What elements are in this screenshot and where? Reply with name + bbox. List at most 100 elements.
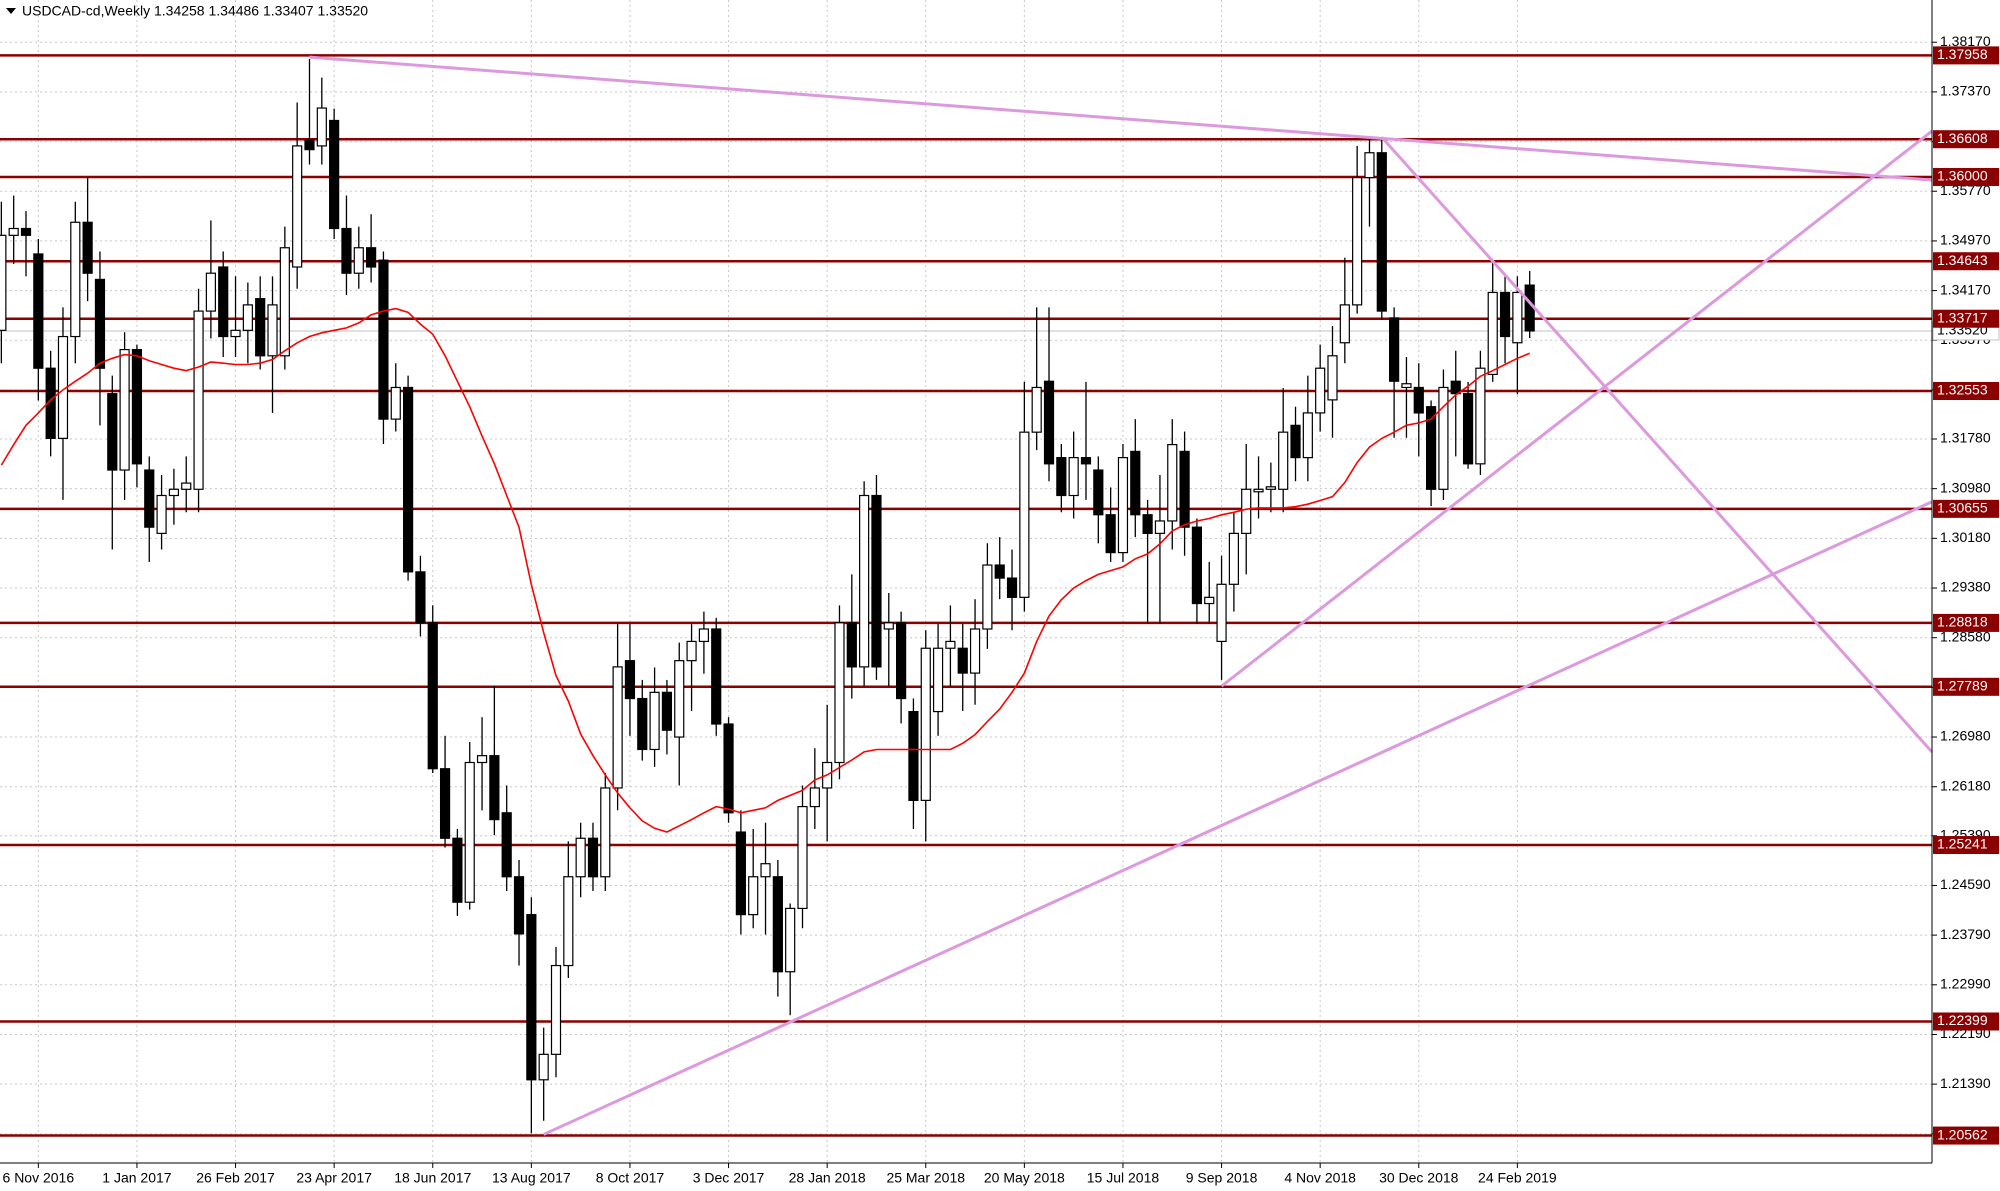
candle-body xyxy=(723,723,734,814)
candle-body xyxy=(156,494,167,534)
candle-body xyxy=(366,247,377,268)
candle xyxy=(1278,388,1289,513)
candle-body xyxy=(982,564,993,630)
candle xyxy=(698,611,710,674)
candle-body xyxy=(230,329,241,338)
candle-body xyxy=(1475,367,1486,465)
trend-line xyxy=(543,500,1933,1136)
candle xyxy=(513,859,525,966)
candle-body xyxy=(1462,393,1474,465)
candle-body xyxy=(70,221,81,338)
level-label: 1.20562 xyxy=(1937,1126,1988,1142)
x-tick-label: 24 Feb 2019 xyxy=(1478,1170,1557,1186)
candle-body xyxy=(1142,514,1153,534)
candle-body xyxy=(1179,450,1190,528)
candle-body xyxy=(329,119,340,230)
x-tick-label: 13 Aug 2017 xyxy=(492,1170,571,1186)
candle-body xyxy=(415,571,426,624)
trend-line xyxy=(309,55,1933,182)
candle-body xyxy=(896,622,907,700)
candle-body xyxy=(353,247,364,274)
candle-body xyxy=(1031,386,1042,433)
candle-body xyxy=(20,227,32,236)
y-tick-label: 1.38170 xyxy=(1940,33,1991,49)
candle-body xyxy=(563,876,574,967)
candle-body xyxy=(920,647,931,801)
x-tick-label: 18 Jun 2017 xyxy=(394,1170,471,1186)
level-label: 1.30655 xyxy=(1937,500,1988,516)
candle xyxy=(1006,549,1018,631)
candle-body xyxy=(402,386,414,573)
x-tick-label: 15 Jul 2018 xyxy=(1087,1170,1160,1186)
candle xyxy=(94,251,106,426)
y-tick-label: 1.29380 xyxy=(1940,579,1991,595)
candle-body xyxy=(1265,486,1276,490)
y-tick-label: 1.30180 xyxy=(1940,529,1991,545)
candle-body xyxy=(489,755,500,821)
level-label-box xyxy=(1933,499,1999,518)
candle xyxy=(1117,443,1129,562)
candle-body xyxy=(464,761,475,903)
candle-body xyxy=(378,259,389,420)
candle xyxy=(1376,139,1387,320)
candle xyxy=(1167,419,1178,550)
candle xyxy=(427,605,438,774)
candle xyxy=(1142,499,1153,625)
candle xyxy=(1302,375,1313,482)
level-label-box xyxy=(1933,836,1999,855)
x-tick-label: 25 Mar 2018 xyxy=(886,1170,965,1186)
candle-body xyxy=(748,876,759,916)
level-label: 1.36608 xyxy=(1937,130,1988,146)
candle-body xyxy=(45,367,56,439)
candle-body xyxy=(1290,424,1301,459)
candle-body xyxy=(575,837,586,878)
level-label-box xyxy=(1933,167,1999,186)
candle xyxy=(476,717,488,811)
level-label: 1.25241 xyxy=(1937,836,1988,852)
candle xyxy=(242,282,253,364)
candle-body xyxy=(1487,291,1498,376)
candle xyxy=(1487,259,1498,382)
candle xyxy=(1154,475,1166,625)
candle xyxy=(452,828,463,916)
candle-body xyxy=(1204,596,1215,605)
candle-body xyxy=(8,227,19,236)
chart-title: USDCAD-cd,Weekly 1.34258 1.34486 1.33407… xyxy=(22,3,368,19)
candle xyxy=(218,251,229,358)
candle-body xyxy=(1006,577,1018,598)
candle xyxy=(550,946,562,1078)
candle xyxy=(70,201,81,364)
candle xyxy=(538,1027,549,1121)
candle xyxy=(1401,357,1412,438)
candle-body xyxy=(846,622,857,668)
candle xyxy=(526,897,537,1134)
candle xyxy=(785,903,796,1016)
candle-body xyxy=(168,488,180,497)
candle xyxy=(859,481,870,687)
candle xyxy=(686,624,697,711)
candle xyxy=(575,822,586,898)
y-tick-label: 1.23790 xyxy=(1940,926,1991,942)
candle xyxy=(1019,381,1030,612)
candle xyxy=(994,537,1005,600)
candle xyxy=(193,288,204,513)
candle xyxy=(107,375,118,550)
candle-body xyxy=(994,564,1005,579)
candle-body xyxy=(267,304,278,357)
candle-body xyxy=(1080,457,1092,465)
candle xyxy=(945,605,956,687)
candle xyxy=(587,822,599,892)
candle-body xyxy=(242,304,253,331)
candle xyxy=(1475,350,1486,476)
y-tick-label: 1.31780 xyxy=(1940,430,1991,446)
candle xyxy=(624,624,636,736)
candle xyxy=(1031,307,1042,451)
candle-body xyxy=(1241,488,1252,534)
candle-body xyxy=(439,768,451,839)
candle xyxy=(341,195,352,295)
candle-body xyxy=(94,278,106,369)
candle-body xyxy=(760,863,771,878)
